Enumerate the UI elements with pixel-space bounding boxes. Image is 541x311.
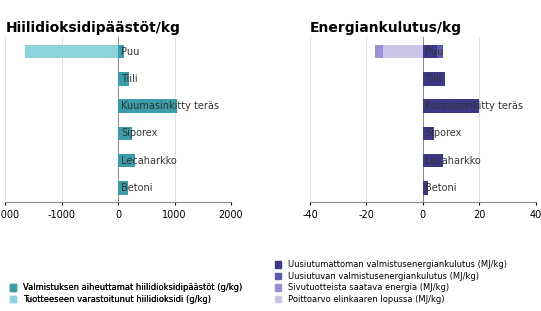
Text: Siporex: Siporex	[121, 128, 157, 138]
Bar	[423, 181, 428, 195]
Text: Betoni: Betoni	[425, 183, 457, 193]
Text: Hiilidioksidipäästöt/kg: Hiilidioksidipäästöt/kg	[5, 21, 180, 35]
Text: Kuumasinkitty teräs: Kuumasinkitty teräs	[425, 101, 523, 111]
Bar	[437, 45, 443, 58]
Text: Puu: Puu	[425, 47, 444, 57]
Bar	[423, 72, 445, 86]
Bar	[118, 99, 177, 113]
Text: Kuumasinkitty teräs: Kuumasinkitty teräs	[121, 101, 219, 111]
Legend: Uusiutumattoman valmistusenergiankulutus (MJ/kg), Uusiutuvan valmistusenergianku: Uusiutumattoman valmistusenergiankulutus…	[275, 260, 507, 304]
Bar	[25, 45, 118, 58]
Bar	[375, 45, 384, 58]
Text: Tiili: Tiili	[121, 74, 137, 84]
Bar	[384, 45, 423, 58]
Text: Tiili: Tiili	[425, 74, 441, 84]
Bar	[118, 181, 128, 195]
Text: Energiankulutus/kg: Energiankulutus/kg	[310, 21, 462, 35]
Bar	[423, 99, 479, 113]
Bar	[118, 127, 133, 140]
Bar	[423, 127, 434, 140]
Text: Lecaharkko: Lecaharkko	[425, 156, 481, 165]
Bar	[423, 154, 443, 167]
Legend: Valmistuksen aiheuttamat hiilidioksidipäästöt (g/kg), Tuotteeseen varastoitunut : Valmistuksen aiheuttamat hiilidioksidipä…	[10, 283, 242, 304]
Text: Betoni: Betoni	[121, 183, 153, 193]
Bar	[118, 154, 135, 167]
Text: Lecaharkko: Lecaharkko	[121, 156, 177, 165]
Bar	[423, 45, 437, 58]
Bar	[118, 72, 129, 86]
Text: Puu: Puu	[121, 47, 140, 57]
Text: Siporex: Siporex	[425, 128, 461, 138]
Bar	[118, 45, 124, 58]
